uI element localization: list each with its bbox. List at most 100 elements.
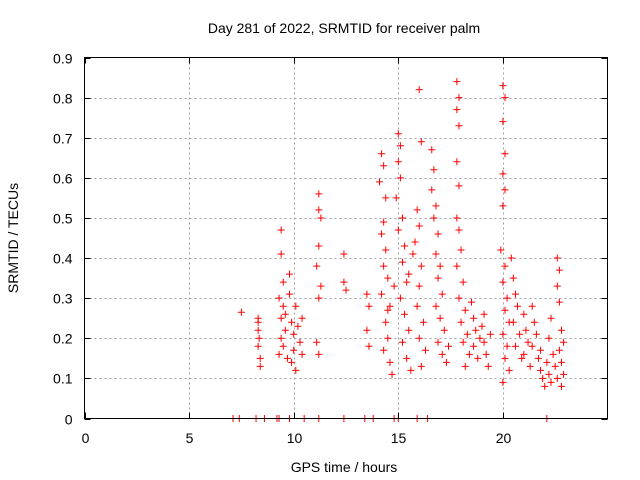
data-point [403, 354, 411, 362]
data-point [547, 378, 555, 386]
data-point [478, 322, 486, 330]
data-point [288, 358, 296, 366]
data-point [340, 278, 348, 286]
data-point [277, 314, 285, 322]
data-point [499, 118, 507, 126]
data-point [474, 354, 482, 362]
data-point [555, 346, 563, 354]
data-point [553, 282, 561, 290]
data-point [394, 158, 402, 166]
data-point [430, 214, 438, 222]
data-point [281, 310, 289, 318]
data-point [315, 206, 323, 214]
data-point [277, 226, 285, 234]
data-point [392, 194, 400, 202]
data-point [507, 254, 515, 262]
data-point [255, 334, 263, 342]
data-point [292, 302, 300, 310]
data-point [547, 314, 555, 322]
data-point [499, 330, 507, 338]
data-point [378, 290, 386, 298]
data-point [557, 358, 565, 366]
data-point [501, 262, 509, 270]
data-point [453, 262, 461, 270]
data-point [386, 358, 394, 366]
data-point [411, 238, 419, 246]
data-point [365, 302, 373, 310]
data-point [384, 306, 392, 314]
data-point [468, 298, 476, 306]
data-point [298, 314, 306, 322]
data-point [398, 338, 406, 346]
data-point [390, 282, 398, 290]
data-point [520, 310, 528, 318]
data-point [382, 318, 390, 326]
data-point [555, 298, 563, 306]
data-point [340, 250, 348, 258]
data-point [394, 226, 402, 234]
data-point [484, 362, 492, 370]
data-point [394, 130, 402, 138]
chart-title: Day 281 of 2022, SRMTID for receiver pal… [208, 20, 480, 36]
data-point [436, 262, 444, 270]
data-point [472, 326, 480, 334]
data-point [511, 342, 519, 350]
data-point [315, 350, 323, 358]
data-point [317, 214, 325, 222]
data-point [499, 202, 507, 210]
data-point [386, 302, 394, 310]
data-point [560, 370, 568, 378]
data-point [499, 378, 507, 386]
data-point [497, 246, 505, 254]
data-point [537, 346, 545, 354]
data-point [398, 214, 406, 222]
x-tick-label: 20 [496, 430, 512, 446]
data-point [286, 270, 294, 278]
data-point [518, 354, 526, 362]
data-point [511, 290, 519, 298]
axis-ticks [84, 57, 608, 420]
data-point [522, 326, 530, 334]
data-point [380, 346, 388, 354]
data-point [434, 230, 442, 238]
data-point [532, 330, 540, 338]
data-points [229, 78, 568, 422]
data-point [480, 338, 488, 346]
data-point [501, 186, 509, 194]
data-point [365, 342, 373, 350]
data-point [415, 282, 423, 290]
y-tick-label: 0.7 [53, 131, 73, 147]
x-tick-label: 5 [186, 430, 194, 446]
data-point [470, 342, 478, 350]
data-point [445, 342, 453, 350]
data-point [315, 294, 323, 302]
data-point [553, 254, 561, 262]
data-point [453, 158, 461, 166]
data-point [509, 318, 517, 326]
data-point [480, 310, 488, 318]
data-point [503, 342, 511, 350]
data-point [384, 334, 392, 342]
data-point [275, 294, 283, 302]
y-tick-label: 0.2 [53, 331, 73, 347]
data-point [455, 182, 463, 190]
data-point [453, 106, 461, 114]
data-point [453, 214, 461, 222]
data-point [501, 306, 509, 314]
data-point [396, 142, 404, 150]
data-point [313, 262, 321, 270]
data-point [290, 346, 298, 354]
data-point [465, 350, 473, 358]
data-point [279, 342, 287, 350]
data-point [432, 250, 440, 258]
data-point [509, 274, 517, 282]
data-point [298, 350, 306, 358]
data-point [256, 362, 264, 370]
data-point [279, 302, 287, 310]
data-point [501, 94, 509, 102]
data-point [290, 330, 298, 338]
data-point [405, 270, 413, 278]
data-point [415, 222, 423, 230]
data-point [455, 94, 463, 102]
data-point [378, 150, 386, 158]
